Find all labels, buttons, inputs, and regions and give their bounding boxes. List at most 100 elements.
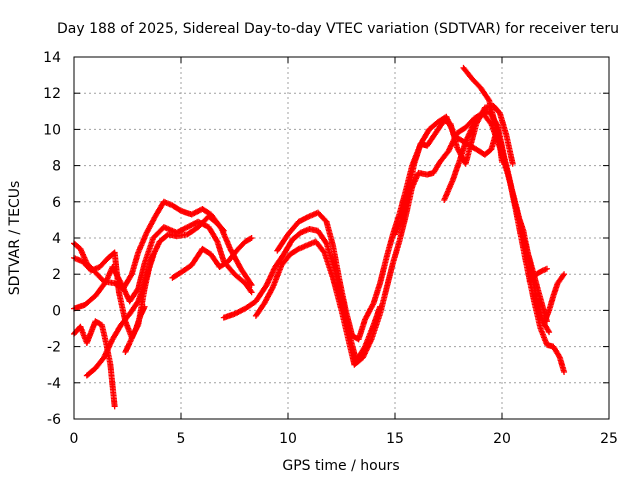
data-point-run (135, 281, 148, 303)
data-point-run (217, 259, 230, 270)
data-point-run (362, 301, 376, 322)
data-point-run (541, 266, 549, 273)
data-point-run (431, 160, 443, 175)
x-axis-label: GPS time / hours (282, 458, 399, 474)
data-point-run (518, 236, 531, 272)
data-point-run (463, 122, 479, 166)
data-point-run (200, 246, 213, 257)
data-point (561, 368, 568, 375)
data-point-run (383, 232, 396, 260)
data-point-run (288, 246, 301, 257)
data-point-run (234, 239, 248, 253)
data-point-run (253, 283, 269, 304)
data-point-run (206, 214, 220, 226)
data-point-run (93, 319, 104, 328)
data-point-run (107, 363, 118, 408)
data-point-run (470, 76, 483, 90)
data-point-run (275, 232, 291, 253)
data-point-run (118, 281, 132, 303)
data-point-run (427, 120, 440, 132)
data-point-run (525, 251, 535, 274)
data-point-run (461, 66, 475, 81)
data-point (248, 235, 255, 241)
data-point-run (243, 281, 254, 294)
data-point-run (200, 206, 213, 217)
data-point-run (546, 294, 556, 312)
data-point-run (162, 224, 179, 235)
data-point-run (262, 285, 276, 305)
data-point-run (290, 230, 303, 242)
data-point-run (411, 142, 424, 166)
data-point-run (398, 193, 411, 222)
data-point-run (505, 173, 518, 207)
data-series (71, 64, 568, 410)
data-point-run (493, 124, 505, 151)
data-point-run (110, 323, 124, 341)
data-point-run (99, 323, 109, 345)
data-point-run (215, 221, 226, 233)
x-tick-label: 10 (279, 431, 297, 447)
data-point (543, 265, 550, 272)
data-point-run (110, 265, 124, 285)
data-point-run (243, 235, 254, 244)
data-point-run (360, 337, 374, 360)
x-tick-label: 15 (386, 431, 404, 447)
x-tick-label: 5 (177, 431, 186, 447)
data-point-run (369, 312, 383, 341)
data-point-run (93, 279, 109, 298)
x-tick-label: 25 (600, 431, 618, 447)
y-tick-label: 4 (52, 231, 61, 247)
data-point-run (377, 256, 390, 285)
data-point-run (226, 248, 239, 264)
data-point-run (129, 250, 141, 276)
data-point-run (214, 240, 227, 264)
data-point-run (135, 231, 150, 255)
data-point-run (425, 131, 438, 148)
data-point-run (551, 345, 562, 360)
data-point-run (315, 229, 329, 246)
data-point-run (175, 224, 190, 235)
series-track-4 (71, 318, 118, 410)
data-point-run (189, 247, 205, 267)
data-point-run (512, 204, 524, 240)
data-point-run (273, 252, 286, 269)
data-point-run (153, 200, 167, 218)
data-point-run (347, 345, 357, 367)
data-point-run (82, 293, 98, 307)
data-point-run (441, 178, 456, 202)
data-point-run (281, 238, 295, 256)
data-point-run (330, 276, 345, 312)
data-point-run (127, 299, 141, 316)
data-point-run (286, 219, 301, 237)
data-point-run (127, 286, 141, 304)
data-point-run (555, 272, 567, 285)
data-point-run (206, 225, 220, 244)
data-point-run (243, 299, 258, 311)
data-point-run (179, 263, 194, 275)
data-point-run (352, 355, 365, 367)
data-point-run (297, 214, 312, 224)
y-tick-label: 2 (52, 267, 61, 283)
series-track-13 (460, 64, 568, 375)
data-point-run (142, 236, 156, 265)
series-track-5 (83, 253, 157, 379)
data-point-run (396, 189, 409, 216)
data-point (248, 289, 255, 296)
data-point-run (520, 229, 531, 254)
data-point (150, 253, 157, 260)
data-point-run (270, 263, 284, 289)
data-point-run (478, 86, 492, 103)
data-point-run (531, 299, 544, 330)
data-point-run (534, 268, 545, 277)
data-point-run (491, 103, 502, 116)
data-point-run (323, 220, 336, 247)
data-point-run (338, 308, 353, 349)
data-point-run (127, 326, 139, 345)
data-point-run (356, 317, 368, 341)
y-tick-label: 10 (43, 122, 61, 138)
data-point (111, 403, 118, 410)
data-point-run (185, 224, 200, 237)
data-point-run (371, 281, 383, 305)
data-point-run (264, 265, 278, 287)
